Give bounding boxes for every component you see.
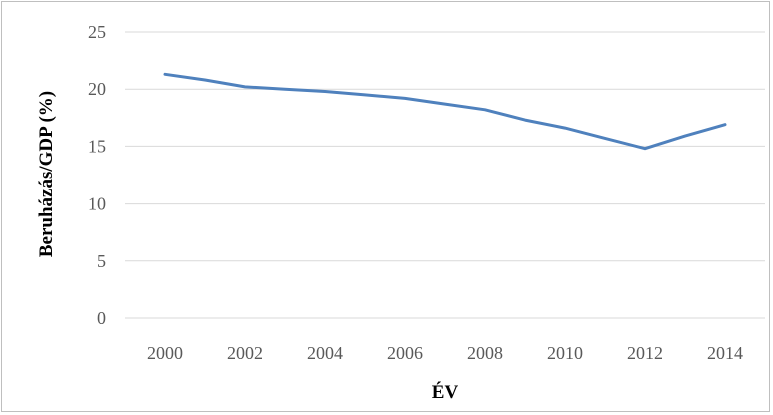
y-tick-label: 20 (88, 79, 106, 99)
x-tick-label: 2002 (227, 343, 263, 363)
x-axis-ticks: 2000 2002 2004 2006 2008 2010 2012 2014 (147, 343, 743, 363)
y-axis-title: Beruházás/GDP (%) (36, 91, 57, 257)
x-tick-label: 2014 (707, 343, 743, 363)
x-tick-label: 2006 (387, 343, 423, 363)
series-line (163, 72, 727, 151)
x-tick-label: 2004 (307, 343, 343, 363)
y-tick-label: 10 (88, 194, 106, 214)
x-axis-title: ÉV (432, 381, 459, 403)
x-tick-label: 2010 (547, 343, 583, 363)
y-tick-label: 0 (97, 308, 106, 328)
gridlines (125, 31, 765, 319)
x-tick-label: 2000 (147, 343, 183, 363)
y-tick-label: 25 (88, 22, 106, 42)
y-tick-label: 5 (97, 251, 106, 271)
y-tick-label: 15 (88, 136, 106, 156)
x-tick-label: 2012 (627, 343, 663, 363)
y-axis-ticks: 0 5 10 15 20 25 (88, 22, 106, 328)
x-tick-label: 2008 (467, 343, 503, 363)
